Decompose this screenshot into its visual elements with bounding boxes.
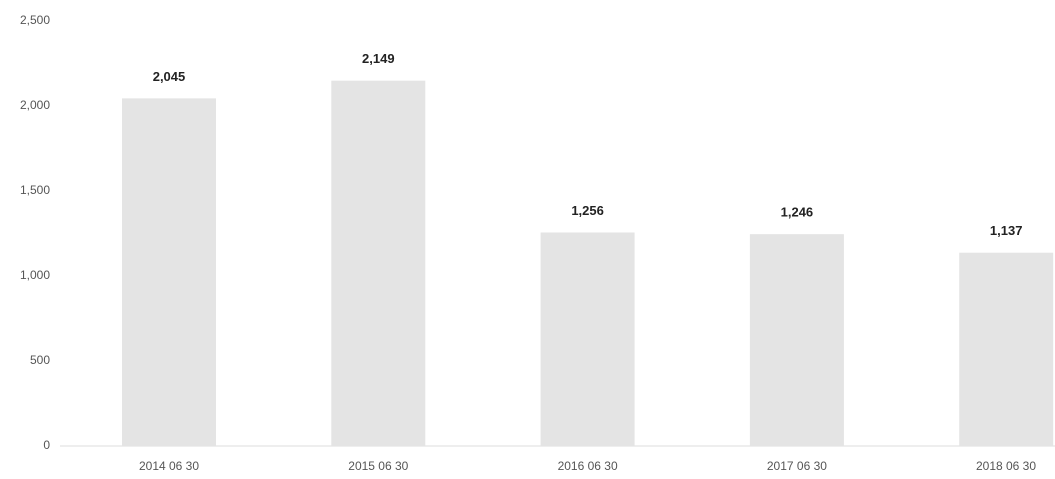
bar bbox=[331, 80, 426, 447]
x-tick-label: 2016 06 30 bbox=[558, 459, 618, 473]
x-tick-label: 2018 06 30 bbox=[976, 459, 1036, 473]
value-label-box bbox=[143, 66, 195, 89]
value-label: 1,256 bbox=[571, 203, 604, 218]
value-label-box bbox=[980, 220, 1033, 243]
bar bbox=[959, 252, 1054, 446]
y-tick-label: 0 bbox=[43, 438, 50, 452]
x-tick-label: 2014 06 30 bbox=[139, 459, 199, 473]
bar bbox=[540, 232, 635, 446]
value-label: 1,137 bbox=[990, 223, 1023, 238]
value-label-box bbox=[352, 48, 405, 71]
value-label: 1,246 bbox=[781, 205, 814, 220]
value-label-box bbox=[770, 202, 823, 225]
y-tick-label: 1,500 bbox=[20, 183, 50, 197]
x-tick-label: 2015 06 30 bbox=[348, 459, 408, 473]
bar bbox=[749, 234, 844, 446]
y-tick-label: 2,000 bbox=[20, 98, 50, 112]
value-label-box bbox=[561, 200, 614, 223]
bar bbox=[122, 98, 216, 446]
x-tick-label: 2017 06 30 bbox=[767, 459, 827, 473]
value-label: 2,045 bbox=[153, 69, 186, 84]
y-tick-label: 1,000 bbox=[20, 268, 50, 282]
y-tick-label: 500 bbox=[30, 353, 50, 367]
value-label: 2,149 bbox=[362, 51, 395, 66]
y-tick-label: 2,500 bbox=[20, 13, 50, 27]
